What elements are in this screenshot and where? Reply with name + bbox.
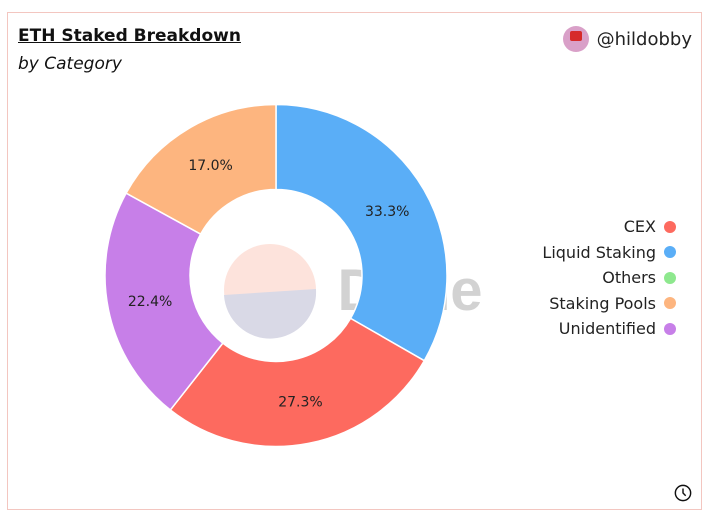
slice-cex[interactable] [169,317,426,448]
legend-label: Others [602,268,656,288]
slice-label: 22.4% [128,294,172,310]
slice-unidentified[interactable] [104,192,224,412]
legend-label: CEX [623,217,656,237]
legend-dot-icon [664,297,676,310]
legend-item[interactable]: Others [542,265,676,291]
author-name: @hildobby [596,28,692,50]
author-link[interactable]: @hildobby [562,26,692,52]
legend: CEX Liquid Staking Others Staking Pools Unid… [542,214,676,342]
legend-dot-icon [664,271,676,284]
chart-card [7,12,702,510]
slice-label: 17.0% [188,158,232,174]
legend-item[interactable]: Liquid Staking [542,240,676,266]
legend-item[interactable]: Unidentified [542,316,676,342]
legend-dot-icon [664,246,676,259]
slice-label: 33.3% [365,204,409,220]
legend-item[interactable]: Staking Pools [542,291,676,317]
chart-title[interactable]: ETH Staked Breakdown [18,26,241,46]
legend-label: Staking Pools [549,293,656,313]
slice-label: 27.3% [278,395,322,411]
legend-label: Liquid Staking [542,242,656,262]
chart-subtitle: by Category [18,54,122,74]
avatar [562,26,589,52]
legend-dot-icon [664,322,676,335]
legend-dot-icon [664,220,676,233]
clock-icon[interactable] [674,484,692,502]
legend-label: Unidentified [558,319,656,339]
slice-liquid-staking[interactable] [275,103,448,362]
legend-item[interactable]: CEX [542,214,676,240]
slice-staking-pools[interactable] [125,103,277,236]
